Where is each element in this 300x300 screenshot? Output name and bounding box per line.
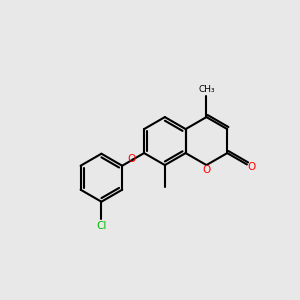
Text: O: O <box>248 162 256 172</box>
Text: CH₃: CH₃ <box>198 85 215 94</box>
Text: Cl: Cl <box>96 221 106 231</box>
Text: O: O <box>202 164 211 175</box>
Text: O: O <box>128 154 136 164</box>
